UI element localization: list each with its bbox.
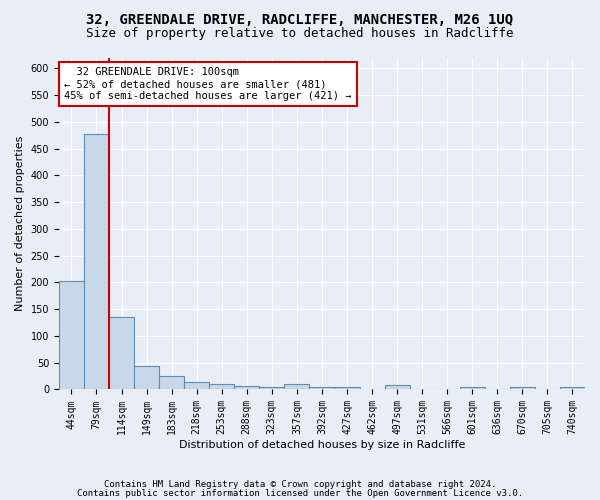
Bar xyxy=(284,384,310,390)
Bar xyxy=(59,281,84,390)
Bar xyxy=(259,387,284,390)
Text: 32 GREENDALE DRIVE: 100sqm
← 52% of detached houses are smaller (481)
45% of sem: 32 GREENDALE DRIVE: 100sqm ← 52% of deta… xyxy=(64,68,352,100)
Bar xyxy=(134,366,159,390)
Text: 32, GREENDALE DRIVE, RADCLIFFE, MANCHESTER, M26 1UQ: 32, GREENDALE DRIVE, RADCLIFFE, MANCHEST… xyxy=(86,12,514,26)
Bar xyxy=(159,376,184,390)
Bar xyxy=(460,387,485,390)
Bar xyxy=(184,382,209,390)
Bar xyxy=(234,386,259,390)
Bar xyxy=(209,384,234,390)
Text: Contains public sector information licensed under the Open Government Licence v3: Contains public sector information licen… xyxy=(77,488,523,498)
Bar xyxy=(385,385,410,390)
Bar xyxy=(310,387,334,390)
Text: Size of property relative to detached houses in Radcliffe: Size of property relative to detached ho… xyxy=(86,28,514,40)
Bar xyxy=(334,387,359,390)
Y-axis label: Number of detached properties: Number of detached properties xyxy=(15,136,25,311)
X-axis label: Distribution of detached houses by size in Radcliffe: Distribution of detached houses by size … xyxy=(179,440,465,450)
Bar xyxy=(84,134,109,390)
Text: Contains HM Land Registry data © Crown copyright and database right 2024.: Contains HM Land Registry data © Crown c… xyxy=(104,480,496,489)
Bar xyxy=(109,317,134,390)
Bar xyxy=(510,387,535,390)
Bar xyxy=(560,387,585,390)
